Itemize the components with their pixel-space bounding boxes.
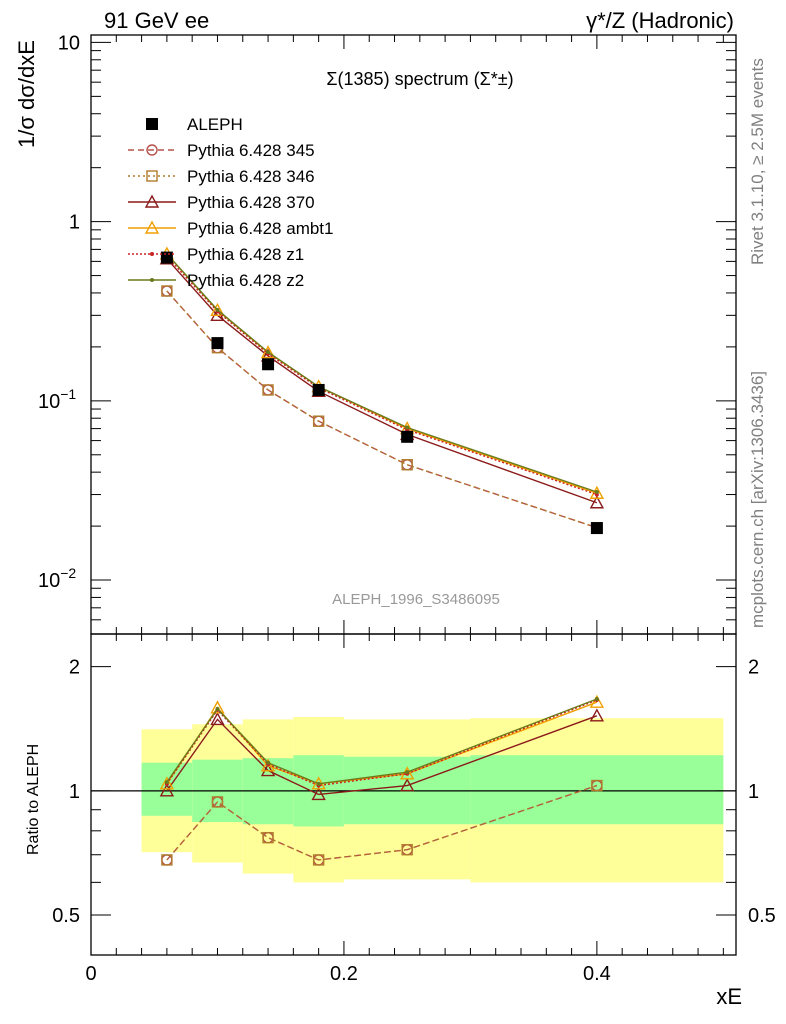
- ratio-plot-area: 0 0.2 0.4 0.5 0.5 1 1 2 2: [52, 633, 776, 985]
- main-plot-area: 10 1 10−1 10−2: [38, 32, 737, 955]
- aleph-point: [401, 430, 414, 443]
- ratio-line-0: [166, 784, 598, 861]
- mcplots-label: mcplots.cern.ch [arXiv:1306.3436]: [748, 371, 767, 628]
- legend-label: Pythia 6.428 ambt1: [187, 219, 333, 238]
- legend: ALEPH Pythia 6.428 345 Pythia 6.428 346 Pyt…: [128, 115, 333, 290]
- ratio-point-5: [316, 781, 321, 786]
- x-tick-label: 0.4: [583, 963, 611, 985]
- ratio-point-2: [260, 763, 276, 777]
- ratio-line-2: [166, 715, 598, 796]
- header-right: γ*/Z (Hadronic): [586, 8, 734, 33]
- legend-marker: [144, 220, 160, 234]
- legend-marker: [146, 144, 158, 156]
- ratio-point-5: [594, 696, 599, 701]
- ratio-line-1: [166, 784, 598, 861]
- ratio-line-4: [166, 699, 598, 787]
- series-point-2: [589, 495, 605, 509]
- series-point-3: [210, 302, 225, 317]
- series-point-1: [401, 459, 413, 471]
- series-point-1: [262, 384, 274, 396]
- series-point-0: [401, 459, 413, 471]
- legend-label-aleph: ALEPH: [187, 115, 243, 134]
- main-ylabel: 1/σ dσ/dxE: [14, 40, 39, 148]
- aleph-point: [211, 337, 224, 350]
- series-line-2: [166, 258, 598, 504]
- series-point-5: [215, 307, 220, 312]
- legend-label: Pythia 6.428 z2: [187, 271, 304, 290]
- legend-marker: [150, 252, 154, 256]
- ratio-ylabel: Ratio to ALEPH: [25, 744, 42, 855]
- ratio-point-2: [589, 708, 605, 722]
- x-tick-label: 0.2: [330, 963, 358, 985]
- legend-marker: [146, 170, 158, 182]
- series-point-1: [312, 415, 325, 427]
- aleph-point: [590, 522, 603, 535]
- ratio-point-5: [405, 770, 410, 775]
- ratio-point-2: [210, 711, 225, 726]
- header-left: 91 GeV ee: [104, 8, 209, 33]
- ratio-point-2: [159, 783, 175, 797]
- y-tick-label: 10−2: [38, 565, 76, 592]
- series-point-5: [405, 425, 410, 430]
- aleph-point: [160, 251, 173, 264]
- aleph-point: [262, 358, 275, 371]
- ratio-point-2: [399, 778, 415, 792]
- series-line-1: [166, 290, 598, 529]
- legend-label: Pythia 6.428 z1: [187, 245, 304, 264]
- x-axis-label: xE: [716, 984, 742, 1009]
- series-point-5: [594, 489, 599, 494]
- ratio-point-3: [260, 758, 276, 772]
- uncertainty-band-green: [470, 755, 724, 825]
- legend-marker-aleph: [146, 118, 158, 130]
- watermark: ALEPH_1996_S3486095: [332, 591, 500, 608]
- ratio-point-1: [161, 854, 173, 866]
- legend-label: Pythia 6.428 345: [187, 141, 315, 160]
- ratio-point-5: [164, 780, 169, 785]
- aleph-point: [312, 383, 325, 396]
- ratio-point-1: [211, 796, 224, 808]
- series-point-1: [161, 285, 173, 297]
- series-point-5: [266, 350, 271, 355]
- ratio-point-1: [401, 843, 413, 856]
- ratio-point-3: [589, 694, 605, 708]
- ratio-frame: [90, 633, 737, 956]
- ratio-point-3: [210, 700, 225, 714]
- y-tick-label: 1: [69, 212, 80, 234]
- ratio-y-tick-label: 0.5: [52, 905, 80, 927]
- ratio-point-1: [312, 854, 325, 866]
- plot-title: Σ(1385) spectrum (Σ*±): [326, 69, 513, 89]
- series-point-3: [589, 485, 605, 499]
- ratio-point-5: [215, 706, 220, 711]
- legend-marker: [150, 278, 154, 282]
- legend-label: Pythia 6.428 346: [187, 167, 315, 186]
- series-line-5: [166, 253, 598, 493]
- ratio-y-tick-label-right: 0.5: [748, 905, 776, 927]
- ratio-y-tick-label-right: 1: [748, 781, 759, 803]
- ratio-y-tick-label: 1: [69, 781, 80, 803]
- y-tick-label: 10−1: [38, 386, 76, 413]
- y-tick-label: 10: [58, 32, 80, 54]
- legend-marker: [144, 194, 160, 208]
- ratio-point-3: [159, 776, 175, 790]
- ratio-y-tick-label: 2: [69, 657, 80, 679]
- ratio-point-5: [266, 760, 271, 765]
- ratio-point-1: [262, 831, 274, 844]
- ratio-point-1: [591, 779, 603, 792]
- x-tick-label: 0: [85, 963, 96, 985]
- ratio-line-5: [166, 698, 598, 785]
- ratio-y-tick-label-right: 2: [748, 657, 759, 679]
- legend-label: Pythia 6.428 370: [187, 193, 315, 212]
- ratio-point-2: [311, 787, 326, 801]
- series-line-4: [166, 255, 598, 496]
- ratio-point-3: [399, 766, 415, 780]
- rivet-label: Rivet 3.1.10, ≥ 2.5M events: [748, 58, 767, 265]
